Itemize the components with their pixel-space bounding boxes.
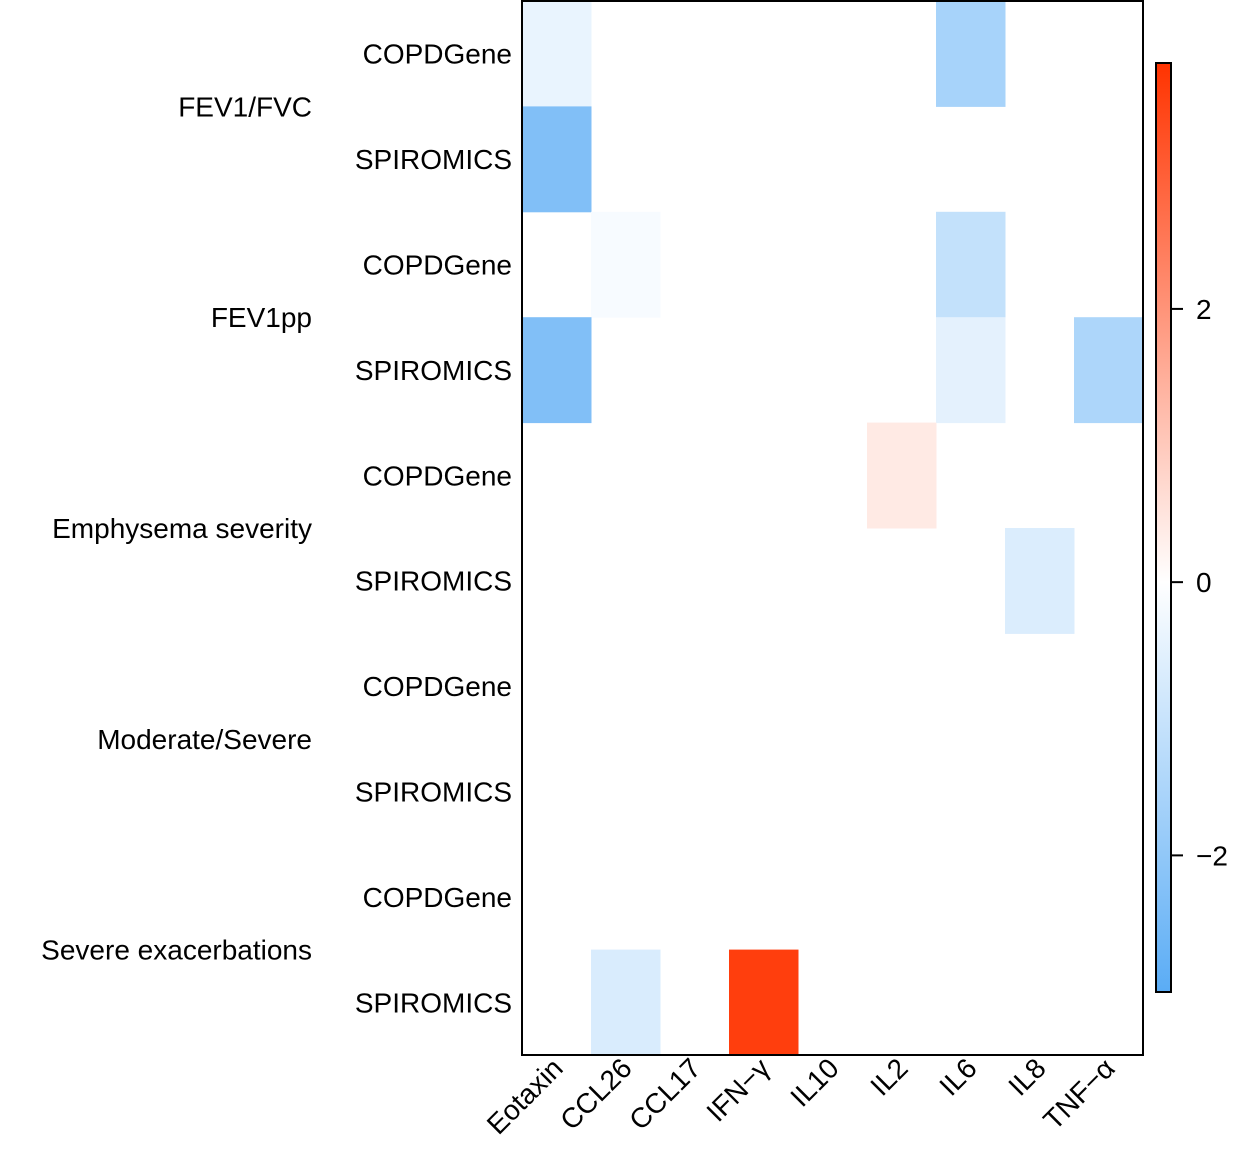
x-tick-label: IL8	[1002, 1052, 1051, 1101]
row-group-label: Severe exacerbations	[41, 935, 312, 966]
heatmap-cell	[591, 211, 661, 318]
x-tick-label: CCL26	[554, 1052, 638, 1136]
colorbar: 2 0 −2	[1155, 62, 1228, 993]
heatmap-cell	[1074, 317, 1144, 424]
heatmap-cell	[522, 317, 592, 424]
row-label: SPIROMICS	[355, 355, 512, 386]
row-labels: COPDGene SPIROMICS COPDGene SPIROMICS COPDGe…	[355, 39, 512, 1019]
heatmap-cell	[936, 1, 1006, 107]
row-group-label: Moderate/Severe	[97, 724, 312, 755]
heatmap-cell	[1005, 528, 1075, 634]
row-label: COPDGene	[363, 39, 512, 70]
heatmap-cell	[522, 1, 592, 107]
row-label: COPDGene	[363, 460, 512, 491]
colorbar-tick-label: 0	[1196, 567, 1212, 598]
x-tick-label: IL10	[784, 1052, 844, 1112]
heatmap-cell	[936, 317, 1006, 424]
colorbar-tick-label: 2	[1196, 294, 1212, 325]
plot-frame	[521, 0, 1144, 1056]
row-label: COPDGene	[363, 250, 512, 281]
row-group-labels: FEV1/FVC FEV1pp Emphysema severity Moderate…	[41, 91, 312, 965]
row-group-label: Emphysema severity	[52, 513, 312, 544]
x-tick-label: Eotaxin	[481, 1052, 569, 1140]
x-tick-label: IFN−γ	[700, 1052, 775, 1127]
heatmap-cells	[522, 1, 1144, 1056]
x-tick-label: IL6	[933, 1052, 982, 1101]
row-label: SPIROMICS	[355, 987, 512, 1018]
row-group-label: FEV1pp	[211, 302, 312, 333]
heatmap-cell	[591, 949, 661, 1056]
x-tick-label: IL2	[864, 1052, 913, 1101]
row-label: COPDGene	[363, 671, 512, 702]
heatmap-cell	[936, 211, 1006, 318]
row-label: COPDGene	[363, 882, 512, 913]
row-label: SPIROMICS	[355, 777, 512, 808]
heatmap-cell	[729, 949, 799, 1056]
row-label: SPIROMICS	[355, 566, 512, 597]
row-label: SPIROMICS	[355, 144, 512, 175]
x-tick-label: CCL17	[623, 1052, 707, 1136]
x-tick-label: TNF−α	[1037, 1052, 1120, 1135]
colorbar-tick-label: −2	[1196, 840, 1228, 871]
heatmap-cell	[867, 422, 937, 529]
colorbar-gradient	[1155, 62, 1172, 993]
row-group-label: FEV1/FVC	[178, 91, 312, 122]
heatmap-cell	[522, 106, 592, 213]
